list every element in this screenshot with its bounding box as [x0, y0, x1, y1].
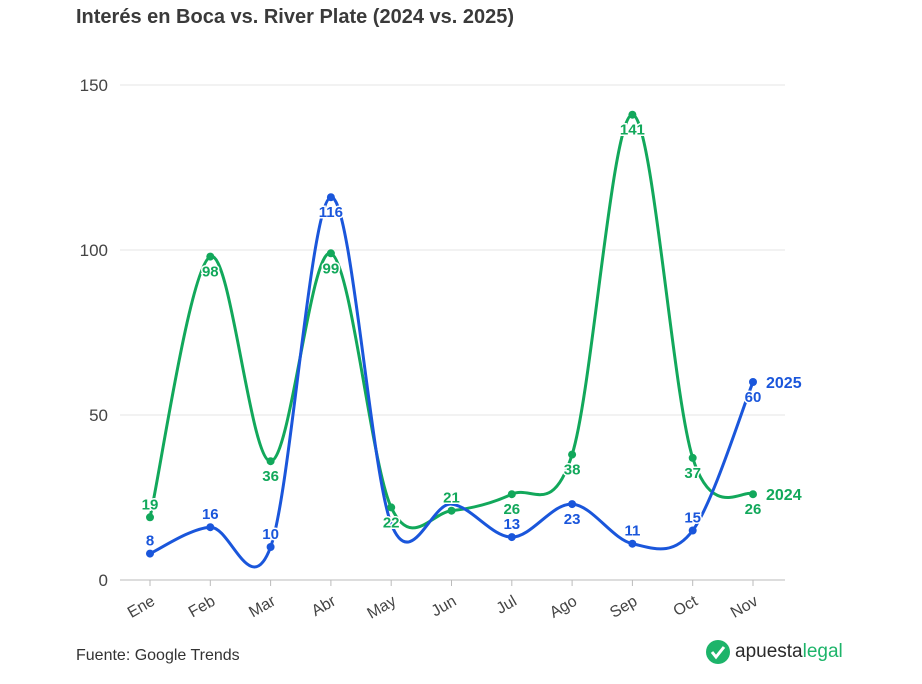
data-point-2024 — [507, 490, 516, 499]
data-label-2024: 36 — [262, 468, 279, 485]
data-label-2025: 13 — [503, 516, 520, 533]
series-end-label-2025: 2025 — [766, 375, 802, 392]
data-point-2024 — [387, 503, 396, 512]
y-tick-label: 150 — [80, 76, 108, 95]
series-end-label-2024: 2024 — [766, 487, 802, 504]
series-line-2024 — [148, 113, 754, 530]
data-point-2025 — [206, 523, 215, 532]
data-label-2025: 116 — [319, 204, 343, 221]
data-point-2025 — [266, 543, 275, 551]
data-label-2025: 10 — [262, 526, 279, 543]
data-point-2025 — [688, 526, 697, 535]
x-tick-label: Nov — [728, 593, 761, 622]
apuestalegal-logo: apuestalegal — [706, 640, 843, 664]
series-line-2025 — [149, 195, 755, 569]
data-point-2024 — [628, 110, 637, 119]
data-point-2024 — [568, 450, 577, 459]
logo-text-1: apuesta — [735, 641, 803, 662]
data-point-2025 — [749, 378, 757, 386]
x-tick-label: Oct — [671, 592, 702, 619]
check-logo-icon — [706, 640, 730, 664]
x-tick-label: Jul — [494, 593, 520, 618]
data-label-2024: 26 — [745, 501, 762, 518]
data-label-2025: 16 — [202, 506, 219, 523]
data-point-2024 — [206, 252, 215, 261]
source-note: Fuente: Google Trends — [76, 647, 240, 664]
data-point-2025 — [568, 500, 577, 509]
data-point-2025 — [146, 549, 154, 558]
x-tick-label: Feb — [186, 593, 218, 622]
data-label-2025: 15 — [684, 510, 701, 527]
data-point-2024 — [266, 457, 275, 466]
data-point-2024 — [447, 506, 456, 515]
data-label-2025: 11 — [624, 523, 640, 540]
data-point-2025 — [507, 533, 516, 542]
data-point-2025 — [628, 539, 637, 548]
x-tick-label: Abr — [309, 592, 340, 620]
data-label-2024: 141 — [620, 122, 645, 139]
data-label-2025: 8 — [146, 533, 154, 550]
x-tick-label: Ene — [125, 593, 158, 622]
x-tick-label: Jun — [429, 593, 460, 621]
data-label-2024: 38 — [564, 462, 581, 479]
data-label-2024: 22 — [383, 514, 400, 531]
data-point-2024 — [326, 249, 335, 258]
logo-text-2: legal — [802, 641, 843, 662]
data-label-2024: 99 — [323, 260, 340, 277]
data-label-2024: 37 — [684, 465, 701, 482]
data-point-2024 — [146, 513, 154, 522]
y-tick-label: 100 — [80, 241, 108, 260]
data-label-2025: 60 — [745, 389, 762, 406]
x-tick-label: Mar — [246, 592, 279, 621]
data-label-2024: 21 — [443, 490, 460, 507]
data-point-2025 — [326, 193, 335, 202]
y-tick-label: 50 — [89, 406, 108, 425]
chart-title: Interés en Boca vs. River Plate (2024 vs… — [76, 6, 515, 28]
x-tick-label: May — [365, 593, 400, 623]
data-label-2024: 19 — [142, 496, 159, 513]
data-point-2024 — [688, 453, 697, 462]
y-tick-label: 0 — [99, 571, 108, 590]
x-tick-label: Sep — [607, 593, 640, 622]
data-label-2024: 98 — [202, 264, 219, 281]
data-label-2024: 26 — [503, 501, 520, 518]
data-label-2025: 23 — [564, 511, 581, 528]
x-tick-label: Ago — [547, 593, 580, 622]
data-point-2024 — [749, 490, 757, 499]
